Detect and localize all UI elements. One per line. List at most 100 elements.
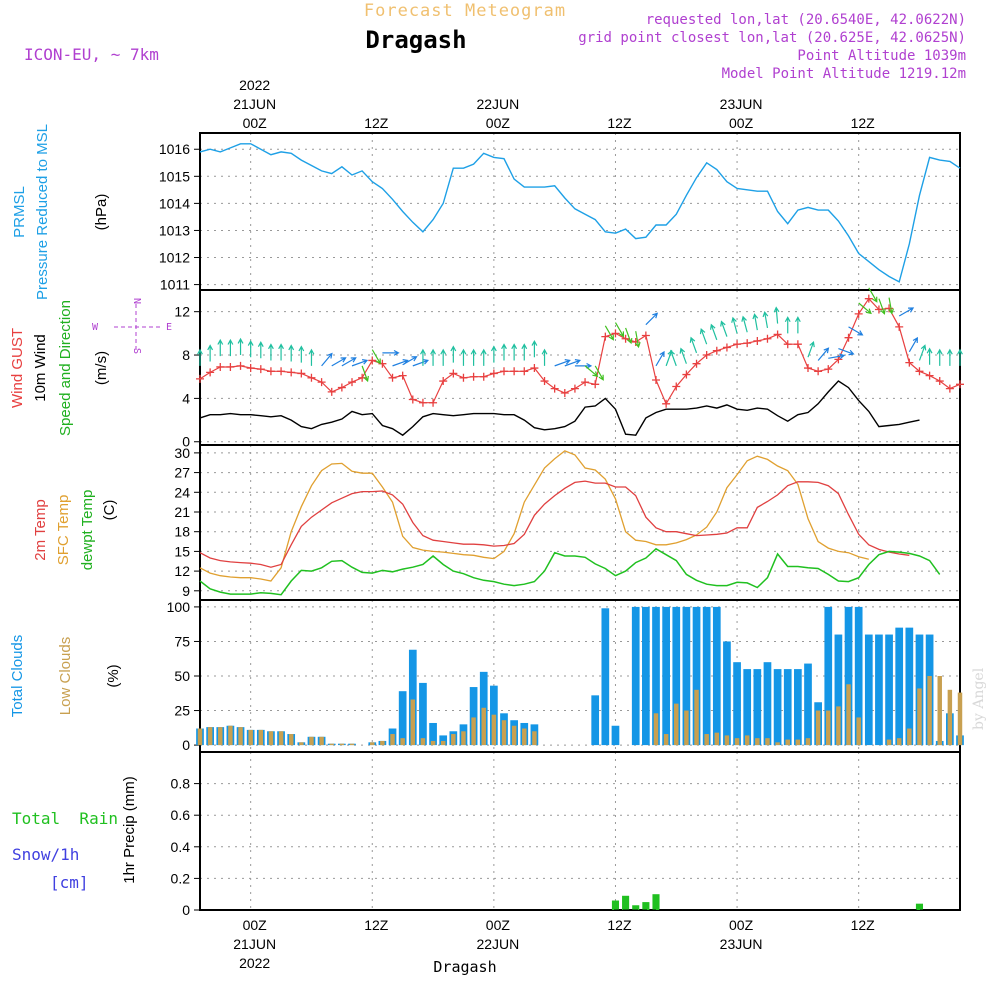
- wind-arrow-13: [331, 357, 347, 367]
- pressure-tick-label-4: 1015: [159, 168, 190, 184]
- wind-gust-marker-11: [307, 373, 316, 382]
- bottom-axis-label-2-1: 22JUN: [476, 936, 519, 952]
- precip-tick-label-2: 0.4: [171, 839, 191, 855]
- cloud-low-bar-68: [886, 739, 892, 746]
- cloud-low-bar-14: [339, 743, 345, 746]
- cloud-low-bar-65: [856, 717, 861, 746]
- wind-gust-marker-49: [692, 359, 701, 368]
- bottom-axis-label-3-0: 12Z: [607, 917, 632, 933]
- precip-label-cm: [cm]: [50, 873, 89, 892]
- wind-arrow-39: [594, 365, 604, 381]
- wind-arrow-16: [361, 365, 369, 383]
- cloud-low-bar-15: [349, 743, 355, 746]
- cloud-total-bar-50: [702, 606, 711, 746]
- wind-gust-marker-56: [763, 334, 772, 343]
- wind-gust-marker-27: [469, 372, 478, 381]
- wind-arrow-33: [531, 339, 538, 358]
- cloud-low-bar-53: [734, 738, 740, 746]
- wind-gust-marker-9: [287, 368, 296, 377]
- temp-tick-label-4: 21: [174, 504, 190, 520]
- temp-tick-label-6: 27: [174, 465, 190, 481]
- wind-arrow-48: [679, 347, 687, 364]
- wind-gust-marker-41: [611, 329, 620, 338]
- precip-rain-bar-44: [642, 902, 650, 910]
- wind-arrow-2: [217, 338, 224, 357]
- wind-arrow-59: [794, 316, 801, 334]
- pressure-tick-label-2: 1013: [159, 222, 190, 238]
- wind-arrow-45: [655, 350, 665, 367]
- wind-gust-marker-72: [925, 371, 934, 380]
- wind-gust-marker-46: [662, 399, 671, 408]
- wind-arrow-49: [689, 336, 698, 354]
- wind-arrow-22: [420, 348, 426, 366]
- wind-gust-marker-28: [479, 372, 488, 381]
- clouds-unit: (%): [105, 664, 122, 687]
- temp-labels: 2m Temp SFC Temp dewpt Temp (C): [32, 490, 118, 571]
- wind-arrow-50: [699, 327, 708, 345]
- cloud-total-bar-49: [692, 606, 701, 746]
- cloud-total-bar-54: [743, 669, 752, 746]
- cloud-low-bar-50: [704, 734, 709, 746]
- cloud-low-bar-21: [410, 699, 416, 746]
- header-model: ICON-EU, ~ 7km: [24, 45, 159, 64]
- wind-arrow-75: [957, 348, 963, 366]
- temp-tick-label-0: 9: [182, 583, 190, 599]
- clouds-label-total: Total Clouds: [9, 635, 26, 718]
- wind-gust-marker-67: [874, 305, 883, 314]
- watermark: by Angel: [971, 667, 987, 730]
- cloud-low-bar-49: [694, 689, 699, 746]
- wind-arrow-14: [341, 357, 357, 367]
- wind-arrow-44: [645, 312, 659, 326]
- pressure-series-line: [199, 143, 961, 283]
- bottom-time-axis: 00Z 21JUN 2022 12Z 00Z 22JUN 12Z 00Z 23JUN 12Z: [233, 917, 875, 971]
- top-axis-label-0-0: 2022: [239, 77, 270, 93]
- wind-arrow-3: [227, 338, 234, 357]
- wind-gust-marker-17: [368, 356, 377, 365]
- wind-gust-marker-70: [905, 358, 914, 367]
- cloud-total-bar-21: [408, 649, 417, 746]
- cloud-low-bar-9: [288, 734, 294, 746]
- wind-gust-marker-36: [560, 388, 569, 397]
- cloud-total-bar-59: [794, 669, 802, 746]
- wind-arrow-18: [382, 349, 400, 356]
- wind-arrow-0: [197, 348, 203, 366]
- compass-s: S: [131, 348, 142, 354]
- pressure-tick-label-1: 1012: [159, 250, 190, 266]
- wind-gust-marker-31: [510, 367, 519, 376]
- clouds-tick-label-2: 50: [174, 668, 190, 684]
- precip-rain-bar-71: [915, 903, 924, 910]
- bottom-axis-label-0-1: 21JUN: [233, 936, 276, 952]
- cloud-low-bar-48: [684, 710, 689, 746]
- cloud-total-bar-23: [429, 722, 437, 746]
- cloud-low-bar-24: [440, 740, 446, 746]
- cloud-total-bar-27: [469, 687, 478, 746]
- header-grid-point: grid point closest lon,lat (20.625E, 42.…: [578, 30, 966, 46]
- precip-frame: [199, 751, 961, 911]
- cloud-total-bar-40: [601, 608, 610, 746]
- precip-labels: Total Rain Snow/1h [cm] 1hr Precip (mm): [12, 776, 138, 892]
- bottom-axis-label-5-0: 12Z: [851, 917, 876, 933]
- wind-gust-marker-55: [753, 336, 762, 345]
- wind-arrow-25: [450, 345, 457, 363]
- wind-gust-marker-2: [216, 362, 225, 371]
- cloud-low-bar-5: [248, 729, 253, 746]
- cloud-low-bar-62: [826, 710, 831, 746]
- compass-w: W: [92, 322, 99, 333]
- cloud-low-bar-19: [390, 734, 395, 746]
- wind-label-gust: Wind GUST: [9, 328, 26, 408]
- wind-arrow-30: [501, 343, 507, 361]
- wind-arrow-7: [268, 343, 274, 361]
- wind-arrow-64: [848, 326, 864, 336]
- cloud-low-bar-51: [714, 732, 720, 746]
- temp-unit: (C): [101, 500, 118, 521]
- cloud-total-bar-62: [824, 606, 833, 746]
- wind-arrow-10: [298, 345, 305, 363]
- wind-tick-label-2: 8: [182, 347, 190, 363]
- wind-label-direction: Speed and Direction: [57, 300, 74, 436]
- temp-2m-line: [199, 480, 910, 568]
- wind-gust-marker-52: [722, 343, 731, 352]
- cloud-total-bar-47: [672, 606, 681, 746]
- wind-gust-marker-39: [591, 380, 600, 389]
- clouds-tick-label-4: 100: [167, 599, 191, 615]
- wind-gust-marker-21: [408, 395, 417, 404]
